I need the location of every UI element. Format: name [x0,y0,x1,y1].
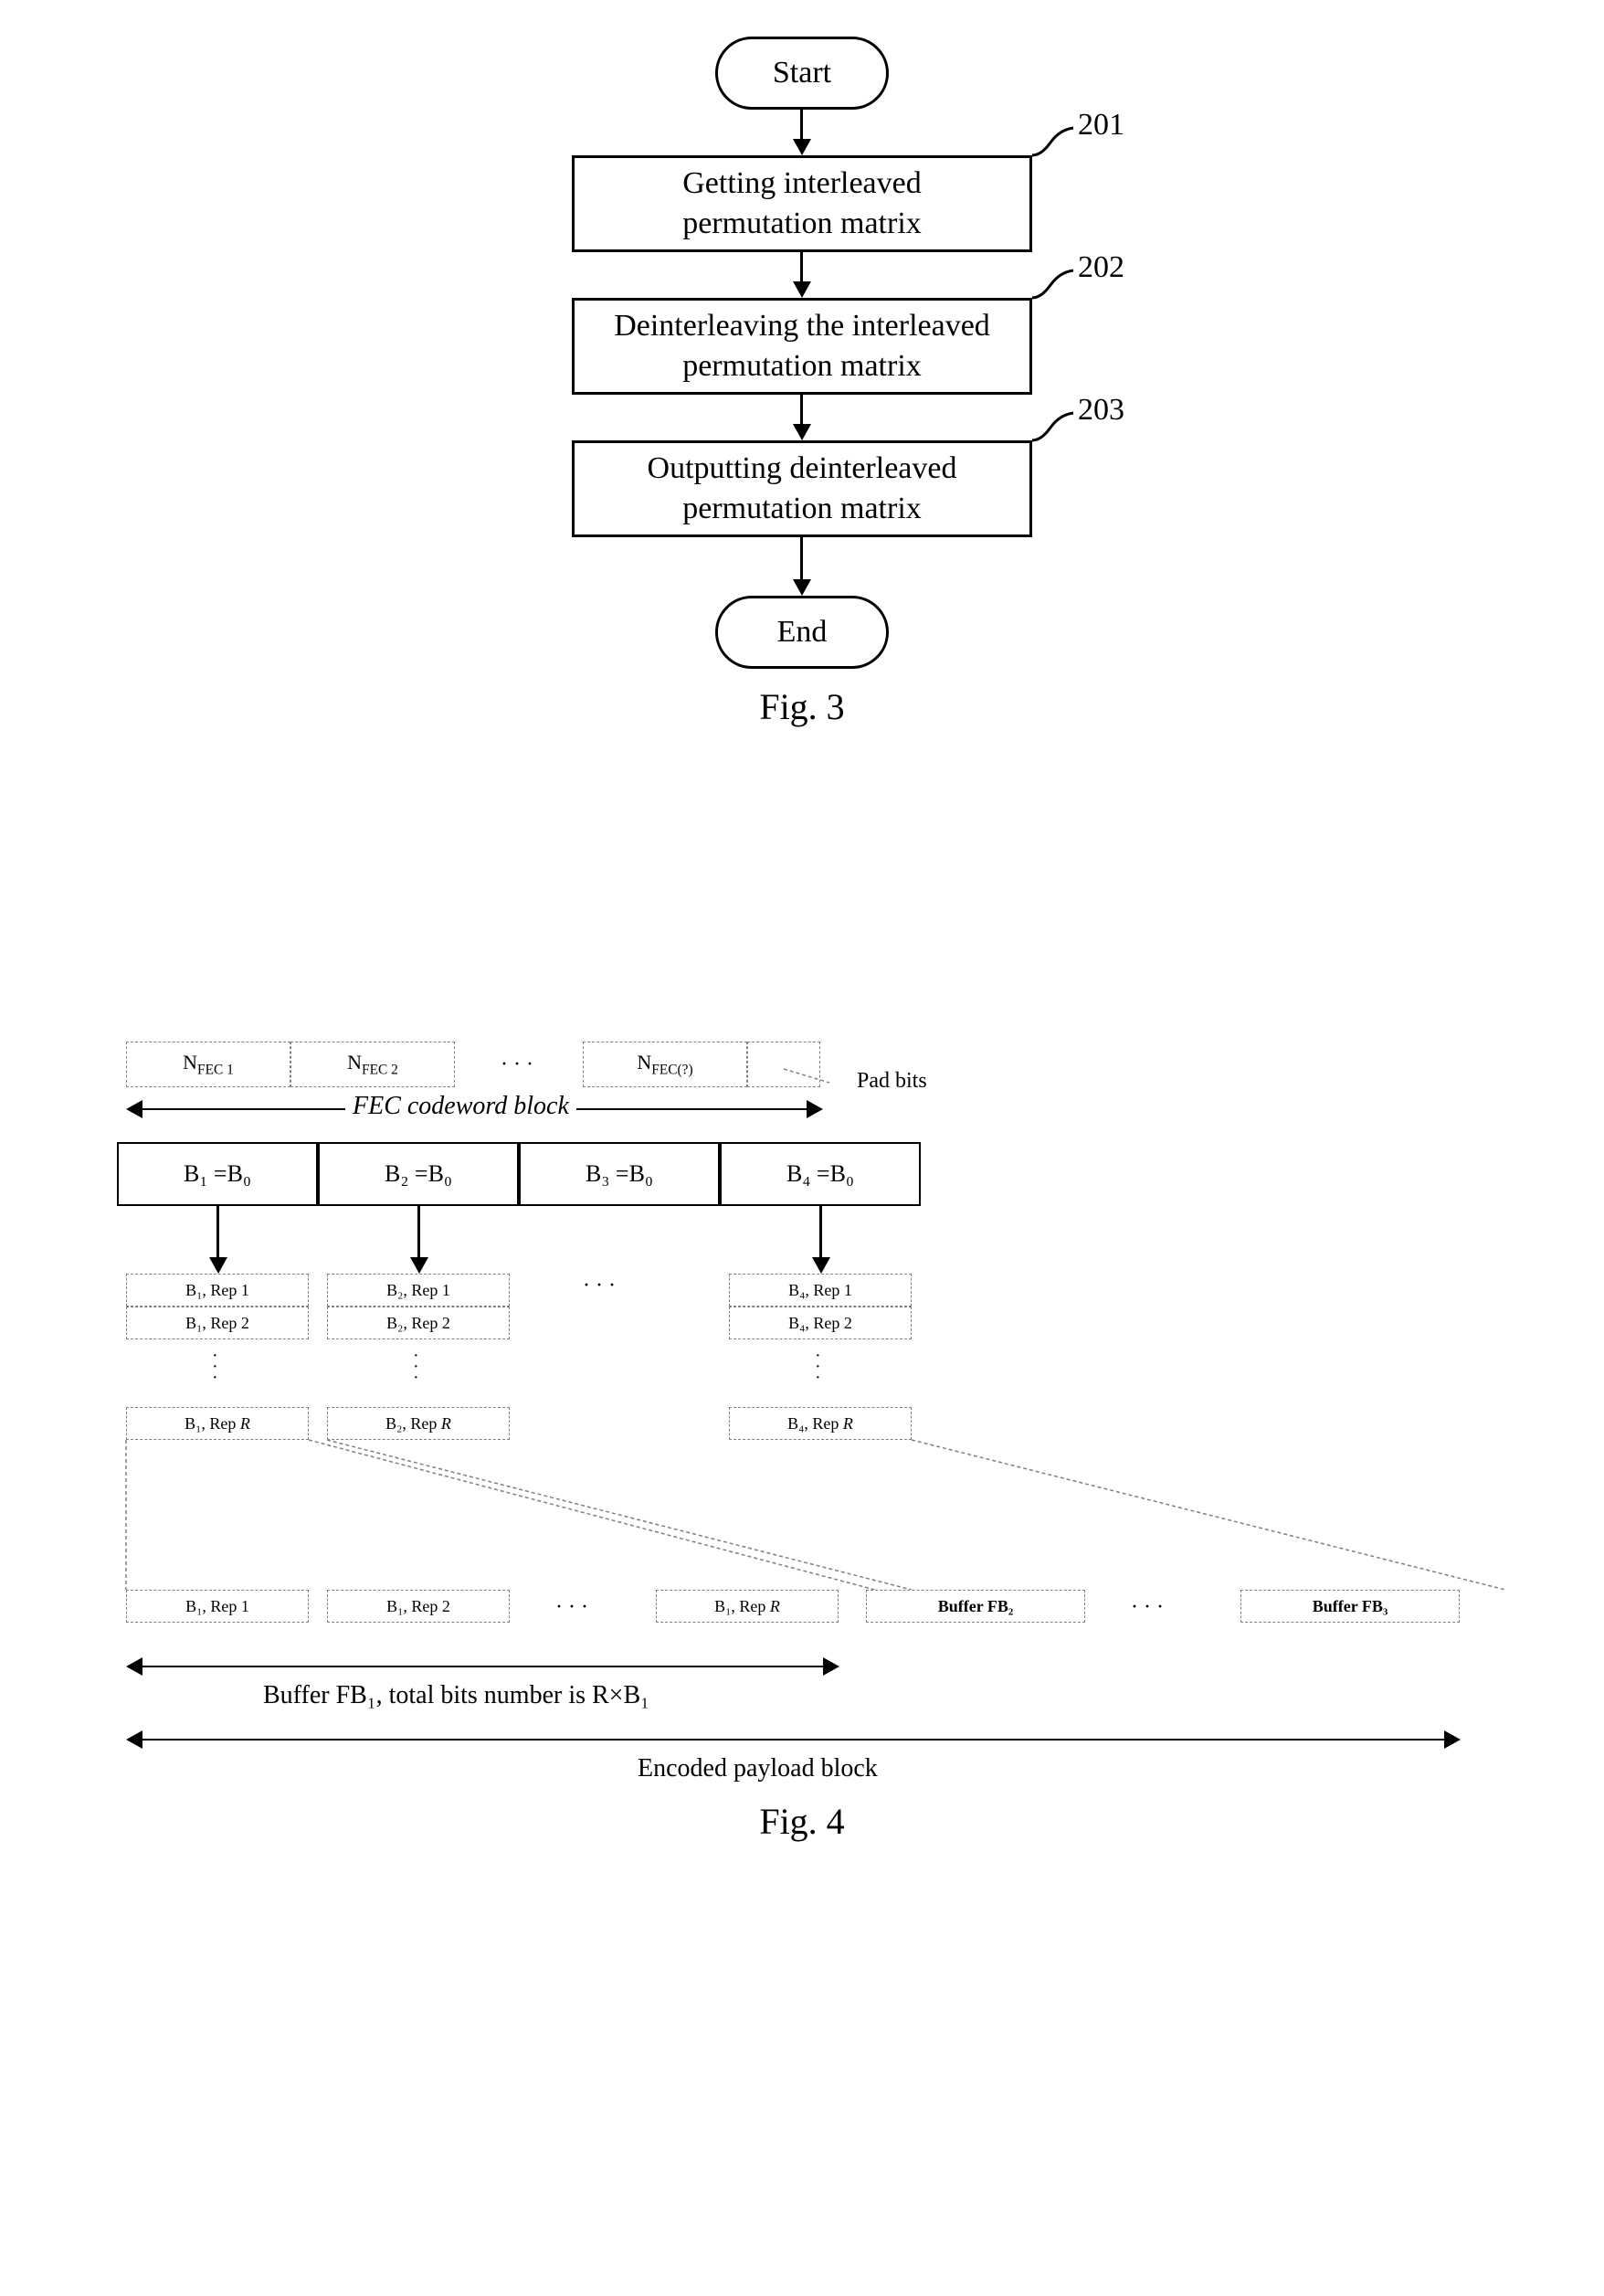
b4-repR-text: B₄, Rep R [787,1414,853,1434]
b-dots: · · · [583,1274,616,1298]
bottom-3-text: B₁, Rep R [714,1597,780,1616]
dim2-label: Encoded payload block [638,1754,878,1783]
fec-2-text: NFEC 2 [347,1051,398,1078]
b1-repR: B₁, Rep R [126,1407,309,1440]
label-202: 202 [1078,250,1124,285]
end-terminator: End [715,596,889,669]
b4-rep1-text: B₄, Rep 1 [788,1281,852,1300]
dim2-right [1444,1730,1461,1749]
b2-rep2-text: B₂, Rep 2 [386,1314,450,1333]
b1-arrow-head [209,1257,227,1274]
b4-repR: B₄, Rep R [729,1407,912,1440]
b-box-2: B₂ =B₀ [318,1142,519,1206]
arrow-4 [800,537,803,583]
b2-arrow [417,1206,420,1261]
bottom-b1r1: B₁, Rep 1 [126,1590,309,1623]
b2-rep1: B₂, Rep 1 [327,1274,510,1307]
arrow-3-head [793,424,811,440]
arrow-2-head [793,281,811,298]
b1-repR-text: B₁, Rep R [185,1414,250,1434]
start-terminator: Start [715,37,889,110]
b1-rep2-text: B₁, Rep 2 [185,1314,249,1333]
label-201: 201 [1078,108,1124,143]
b4-rep2-text: B₄, Rep 2 [788,1314,852,1333]
bottom-1-text: B₁, Rep 1 [185,1597,249,1616]
fig3-caption: Fig. 3 [759,685,844,728]
bottom-dots-2: · · · [1131,1595,1164,1620]
arrow-1-head [793,139,811,155]
fec-dim-right [807,1100,823,1118]
b3-text: B₃ =B₀ [586,1160,653,1188]
fec-1-sub: FEC 1 [197,1062,234,1077]
arrow-2 [800,252,803,285]
b2-repR-text: B₂, Rep R [385,1414,451,1434]
fig4-caption: Fig. 4 [759,1800,844,1843]
fec-block-label: FEC codeword block [345,1092,576,1121]
bottom-fb3: Buffer FB₃ [1240,1590,1460,1623]
pad-pointer [784,1060,857,1087]
b4-arrow-head [812,1257,830,1274]
fec-n-text: NFEC(?) [637,1051,692,1078]
b2-rep2: B₂, Rep 2 [327,1307,510,1339]
b1-arrow [216,1206,219,1261]
fec-1-text: NFEC 1 [183,1051,234,1078]
end-label: End [777,615,828,650]
b4-vdots: ··· [815,1350,821,1383]
bottom-4-text: Buffer FB₂ [938,1597,1014,1616]
fec-box-1: NFEC 1 [126,1042,290,1087]
bottom-b1r2: B₁, Rep 2 [327,1590,510,1623]
b1-vdots: ··· [212,1350,218,1383]
process-201: Getting interleaved permutation matrix [572,155,1032,252]
b2-text: B₂ =B₀ [385,1160,452,1188]
process-202-text: Deinterleaving the interleaved permutati… [614,306,990,386]
b2-arrow-head [410,1257,428,1274]
fec-box-2: NFEC 2 [290,1042,455,1087]
pad-label: Pad bits [857,1069,927,1094]
b4-rep1: B₄, Rep 1 [729,1274,912,1307]
bottom-dots-1: · · · [555,1595,588,1620]
bottom-fb2: Buffer FB₂ [866,1590,1085,1623]
process-202: Deinterleaving the interleaved permutati… [572,298,1032,395]
bottom-5-text: Buffer FB₃ [1313,1597,1388,1616]
b-box-1: B₁ =B₀ [117,1142,318,1206]
dim1-line [141,1666,824,1667]
fec-2-sub: FEC 2 [362,1062,398,1077]
bottom-2-text: B₁, Rep 2 [386,1597,450,1616]
arrow-3 [800,395,803,428]
dim1-right [823,1657,839,1676]
process-203: Outputting deinterleaved permutation mat… [572,440,1032,537]
dim2-line [141,1739,1445,1741]
arrow-4-head [793,579,811,596]
b2-rep1-text: B₂, Rep 1 [386,1281,450,1300]
b1-rep1: B₁, Rep 1 [126,1274,309,1307]
b-box-3: B₃ =B₀ [519,1142,720,1206]
b1-text: B₁ =B₀ [184,1160,251,1188]
label-203: 203 [1078,393,1124,428]
b2-repR: B₂, Rep R [327,1407,510,1440]
b2-vdots: ··· [413,1350,419,1383]
process-201-text: Getting interleaved permutation matrix [682,164,922,244]
b4-arrow [819,1206,822,1261]
start-label: Start [773,56,831,90]
fec-dots: · · · [501,1053,533,1077]
fig3-flowchart: Start Getting interleaved permutation ma… [391,37,1213,859]
fec-box-n: NFEC(?) [583,1042,747,1087]
fig4-diagram: NFEC 1 NFEC 2 · · · NFEC(?) Pad bits FEC… [71,1042,1533,2047]
b1-rep1-text: B₁, Rep 1 [185,1281,249,1300]
process-203-text: Outputting deinterleaved permutation mat… [648,449,957,529]
b4-rep2: B₄, Rep 2 [729,1307,912,1339]
b4-text: B₄ =B₀ [786,1160,854,1188]
b-box-4: B₄ =B₀ [720,1142,921,1206]
bottom-b1rR: B₁, Rep R [656,1590,839,1623]
fec-n-sub: FEC(?) [651,1062,692,1077]
arrow-1 [800,110,803,143]
dim1-label: Buffer FB₁, total bits number is R×B₁ [263,1681,649,1710]
b1-rep2: B₁, Rep 2 [126,1307,309,1339]
